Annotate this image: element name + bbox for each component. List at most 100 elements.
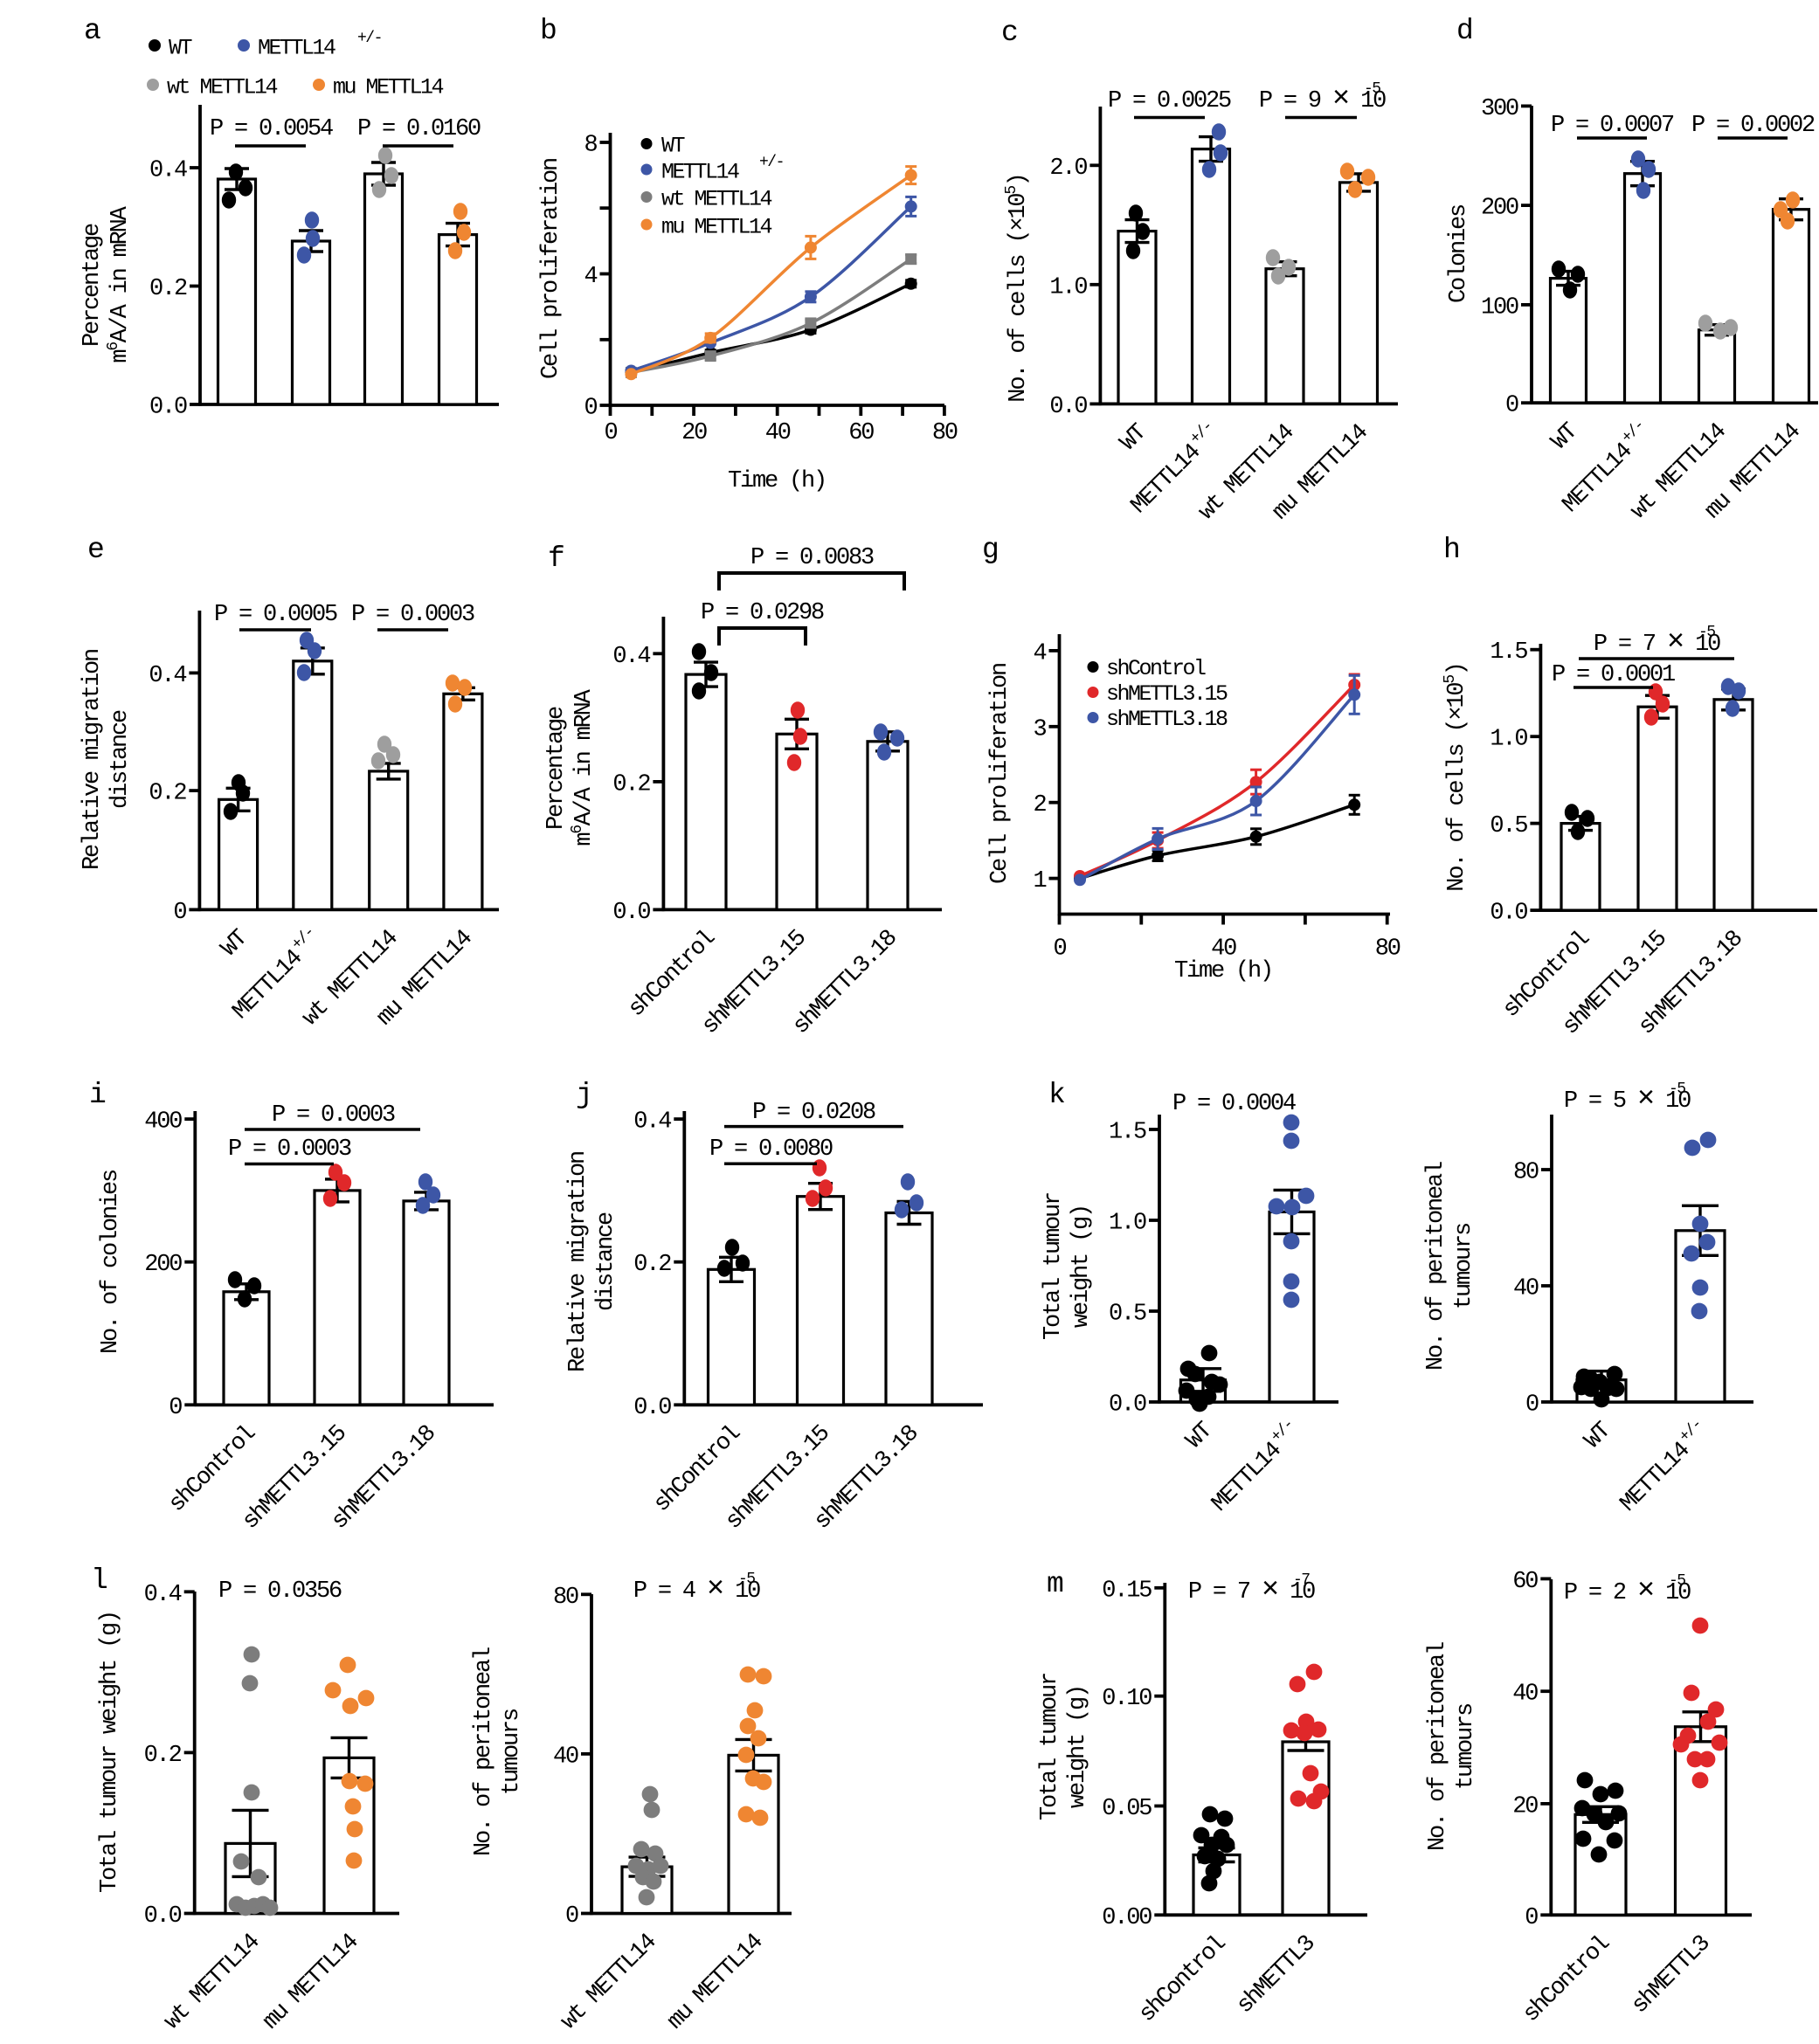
svg-text:2: 2 — [1033, 792, 1046, 818]
svg-text:Time (h): Time (h) — [728, 468, 826, 494]
svg-text:0.05: 0.05 — [1102, 1796, 1152, 1822]
svg-text:1.0: 1.0 — [1109, 1211, 1146, 1237]
svg-text:No. of peritoneal: No. of peritoneal — [1425, 1642, 1451, 1851]
svg-text:20: 20 — [681, 420, 707, 446]
svg-text:Percentage: Percentage — [80, 224, 106, 347]
svg-text:4: 4 — [584, 264, 597, 290]
svg-text:b: b — [540, 15, 557, 47]
svg-text:Relative migration: Relative migration — [80, 650, 106, 870]
svg-text:P = 7 × 10: P = 7 × 10 — [1188, 1574, 1315, 1607]
svg-text:80: 80 — [553, 1585, 578, 1611]
svg-text:20: 20 — [1512, 1793, 1538, 1820]
svg-text:0: 0 — [173, 900, 186, 926]
svg-text:+/-: +/- — [357, 30, 382, 47]
svg-text:0: 0 — [1053, 936, 1066, 963]
svg-text:0.0: 0.0 — [149, 395, 187, 421]
svg-text:m: m — [1047, 1568, 1064, 1600]
svg-text:P = 0.0001: P = 0.0001 — [1552, 662, 1675, 688]
svg-text:METTL14: METTL14 — [661, 160, 739, 185]
svg-text:P = 5 × 10: P = 5 × 10 — [1564, 1083, 1691, 1116]
svg-text:0: 0 — [169, 1395, 182, 1421]
svg-text:P = 0.0083: P = 0.0083 — [750, 545, 874, 571]
svg-text:0.0: 0.0 — [144, 1903, 182, 1930]
svg-text:m6A/A in mRNA: m6A/A in mRNA — [105, 205, 134, 363]
svg-text:No. of cells (×105): No. of cells (×105) — [1442, 663, 1470, 891]
svg-text:200: 200 — [144, 1252, 182, 1278]
svg-text:P = 0.0004: P = 0.0004 — [1172, 1091, 1296, 1117]
svg-text:tumours: tumours — [499, 1709, 525, 1795]
svg-text:60: 60 — [1512, 1569, 1538, 1595]
svg-text:d: d — [1456, 15, 1474, 47]
svg-text:80: 80 — [1375, 936, 1401, 963]
svg-text:0: 0 — [565, 1903, 578, 1930]
svg-text:P = 0.0208: P = 0.0208 — [752, 1100, 875, 1126]
svg-text:100: 100 — [1481, 294, 1518, 321]
svg-text:a: a — [84, 15, 101, 47]
svg-text:h: h — [1443, 534, 1461, 566]
svg-text:0.0: 0.0 — [1049, 394, 1087, 420]
svg-text:distance: distance — [107, 710, 134, 809]
svg-text:mu METTL14: mu METTL14 — [333, 75, 444, 100]
svg-text:f: f — [548, 542, 565, 575]
svg-text:1.0: 1.0 — [1049, 274, 1087, 300]
svg-text:0: 0 — [604, 420, 617, 446]
svg-text:P = 0.0007: P = 0.0007 — [1551, 113, 1674, 139]
svg-text:-5: -5 — [1669, 1572, 1685, 1590]
svg-text:P = 0.0005: P = 0.0005 — [214, 602, 337, 628]
svg-text:shMETTL3.15: shMETTL3.15 — [1106, 681, 1228, 707]
svg-text:Total tumour weight (g): Total tumour weight (g) — [97, 1612, 123, 1893]
svg-text:60: 60 — [848, 420, 874, 446]
svg-text:i: i — [89, 1079, 107, 1111]
svg-text:-5: -5 — [1698, 624, 1715, 641]
svg-text:1.5: 1.5 — [1109, 1120, 1146, 1146]
svg-text:0.2: 0.2 — [149, 781, 186, 807]
svg-text:40: 40 — [1211, 936, 1236, 963]
svg-text:0.4: 0.4 — [144, 1582, 182, 1608]
svg-text:1.0: 1.0 — [1490, 727, 1527, 753]
svg-text:P = 0.0003: P = 0.0003 — [272, 1102, 395, 1129]
svg-text:Total tumour: Total tumour — [1037, 1674, 1063, 1820]
svg-text:P = 9 × 10: P = 9 × 10 — [1259, 83, 1386, 116]
svg-text:0: 0 — [1525, 1905, 1538, 1931]
svg-text:0.2: 0.2 — [633, 1252, 671, 1278]
svg-text:WT: WT — [169, 36, 193, 61]
svg-text:0.00: 0.00 — [1102, 1905, 1152, 1931]
svg-text:0.2: 0.2 — [144, 1743, 182, 1769]
svg-text:-5: -5 — [738, 1571, 755, 1588]
svg-text:shControl: shControl — [1106, 656, 1206, 681]
svg-text:40: 40 — [765, 420, 791, 446]
svg-text:0.10: 0.10 — [1102, 1686, 1152, 1712]
svg-text:Total tumour: Total tumour — [1041, 1193, 1067, 1340]
svg-text:1.5: 1.5 — [1490, 639, 1527, 666]
svg-text:40: 40 — [1512, 1681, 1538, 1708]
svg-text:Cell proliferation: Cell proliferation — [987, 664, 1013, 884]
svg-text:+/-: +/- — [759, 154, 784, 171]
svg-text:shMETTL3.18: shMETTL3.18 — [1106, 707, 1228, 732]
svg-text:l: l — [91, 1564, 108, 1597]
svg-text:40: 40 — [553, 1744, 578, 1770]
svg-text:P = 4 × 10: P = 4 × 10 — [633, 1573, 760, 1606]
svg-text:P = 2 × 10: P = 2 × 10 — [1564, 1575, 1691, 1608]
svg-text:tumours: tumours — [1451, 1224, 1477, 1309]
svg-text:Relative migration: Relative migration — [565, 1152, 591, 1372]
svg-text:0.4: 0.4 — [149, 158, 187, 184]
svg-text:1: 1 — [1033, 868, 1046, 894]
svg-text:P = 0.0356: P = 0.0356 — [218, 1578, 342, 1605]
svg-text:wt METTL14: wt METTL14 — [167, 75, 278, 100]
svg-text:0: 0 — [584, 396, 597, 422]
svg-text:-7: -7 — [1293, 1571, 1310, 1589]
svg-text:No. of colonies: No. of colonies — [98, 1170, 124, 1354]
svg-text:m6A/A in mRNA: m6A/A in mRNA — [569, 688, 598, 846]
svg-text:400: 400 — [144, 1109, 182, 1136]
svg-text:0.15: 0.15 — [1102, 1578, 1152, 1604]
svg-text:Percentage: Percentage — [543, 707, 570, 830]
svg-text:tumours: tumours — [1453, 1704, 1479, 1790]
svg-text:8: 8 — [584, 133, 597, 159]
svg-text:No. of peritoneal: No. of peritoneal — [1423, 1162, 1449, 1371]
svg-text:3: 3 — [1033, 716, 1046, 742]
svg-text:P = 0.0002: P = 0.0002 — [1691, 113, 1815, 139]
svg-text:0.0: 0.0 — [1109, 1392, 1146, 1419]
svg-text:P = 0.0003: P = 0.0003 — [228, 1136, 351, 1163]
svg-text:No. of peritoneal: No. of peritoneal — [471, 1647, 497, 1856]
svg-text:weight (g): weight (g) — [1069, 1205, 1095, 1328]
